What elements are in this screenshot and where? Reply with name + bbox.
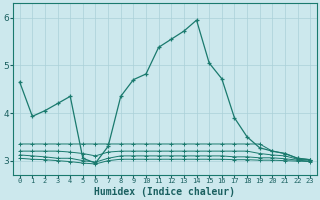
X-axis label: Humidex (Indice chaleur): Humidex (Indice chaleur): [94, 186, 236, 197]
